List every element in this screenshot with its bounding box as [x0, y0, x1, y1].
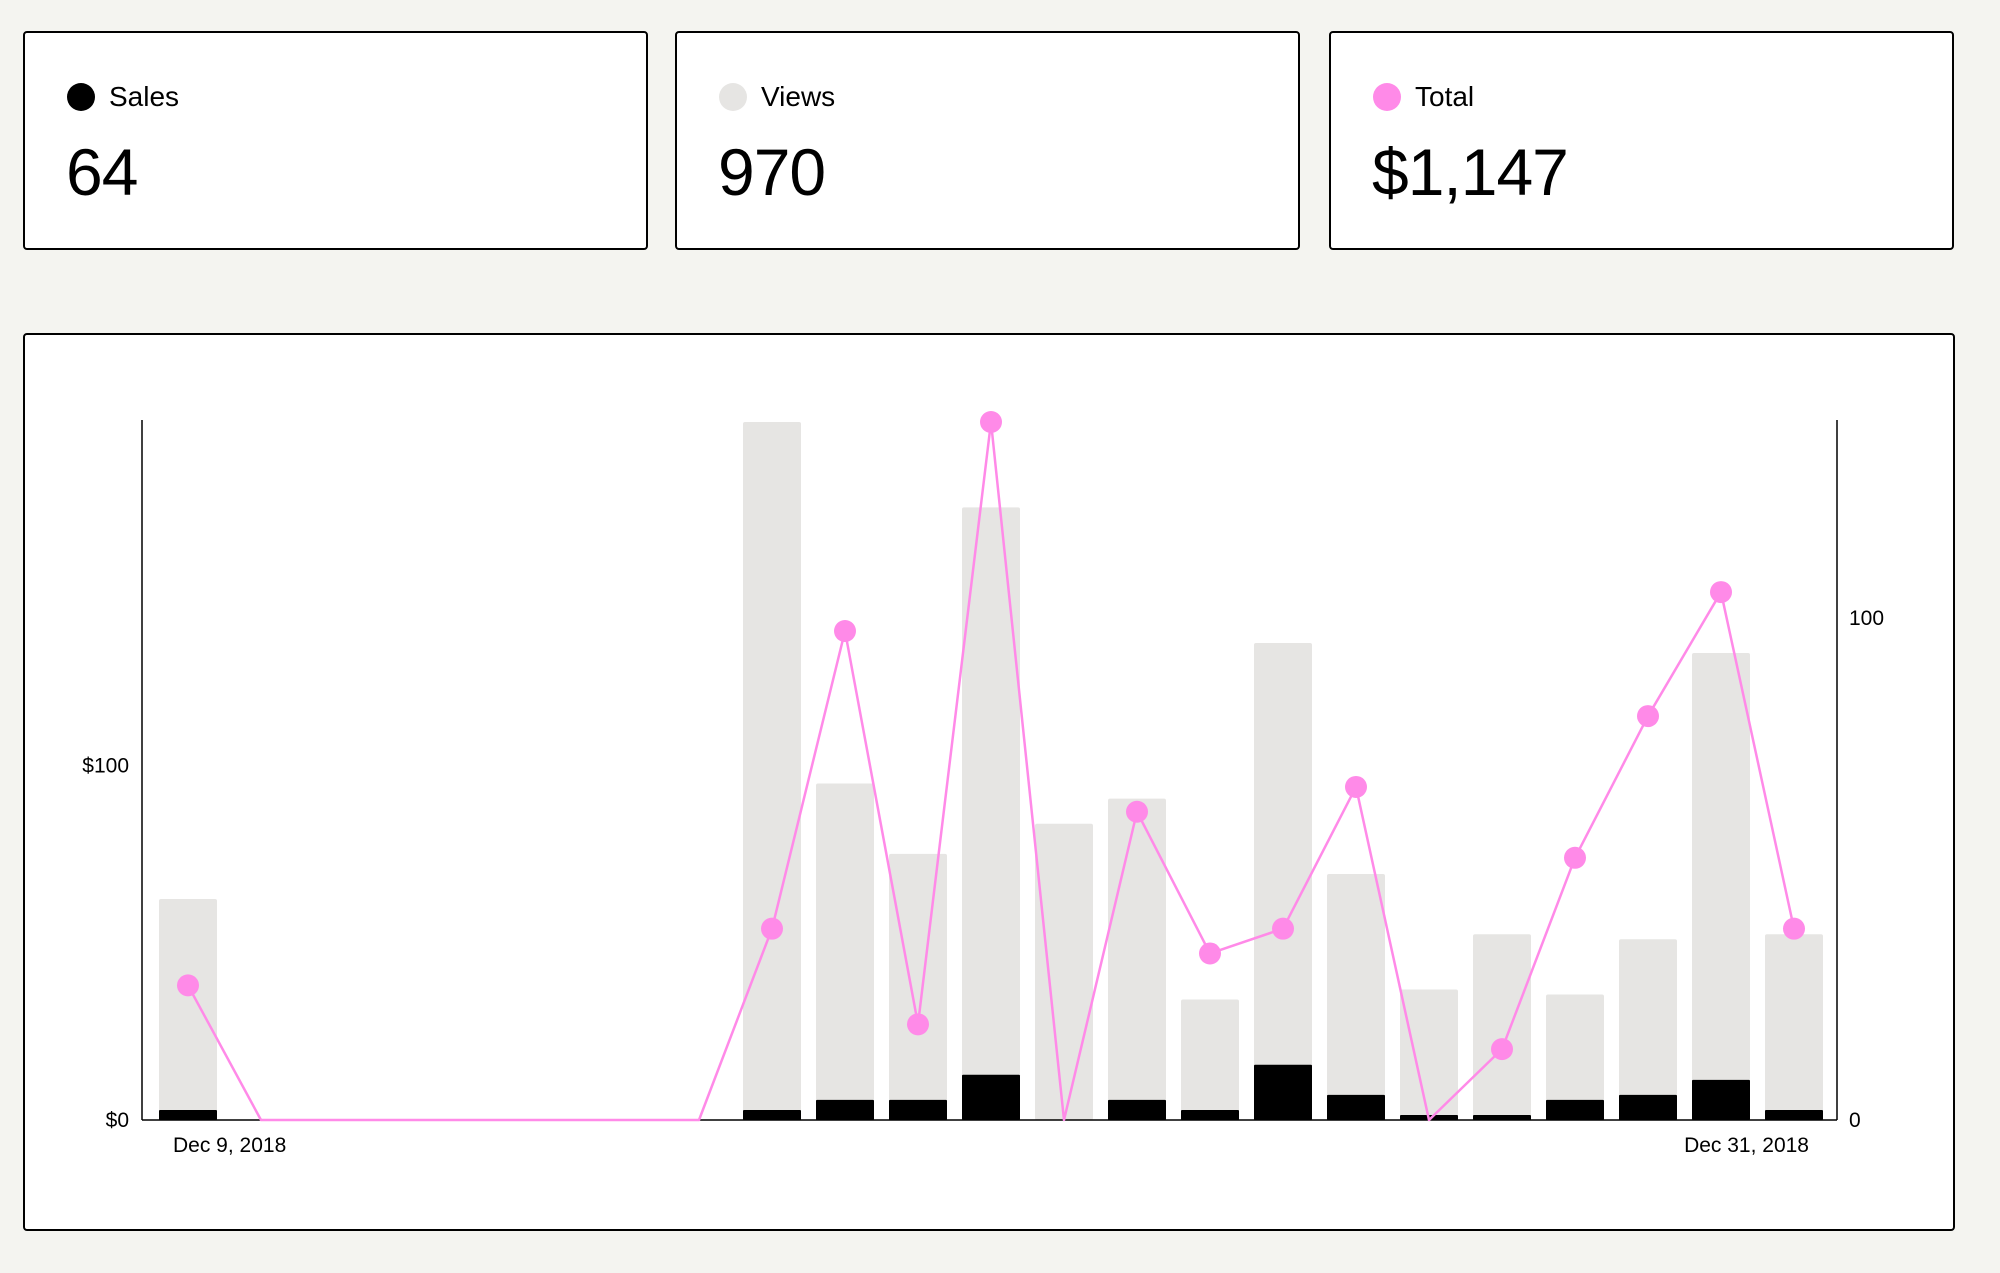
- total-point: [1272, 917, 1294, 940]
- left-tick-label: $0: [106, 1109, 129, 1132]
- sales-bar: [1254, 1064, 1312, 1120]
- x-tick-label: Dec 9, 2018: [173, 1134, 286, 1157]
- views-dot-icon: [719, 83, 747, 111]
- views-bar: [1692, 652, 1750, 1120]
- sales-bar: [1546, 1099, 1604, 1120]
- views-value: 970: [718, 135, 826, 209]
- views-bar: [1765, 934, 1823, 1120]
- total-point: [980, 411, 1002, 433]
- total-label: Total: [1373, 81, 1474, 113]
- total-point: [1126, 800, 1148, 823]
- right-tick-label: 0: [1849, 1109, 1861, 1132]
- sales-bar: [962, 1074, 1020, 1120]
- sales-bar: [1692, 1079, 1750, 1120]
- sales-dot-icon: [67, 83, 95, 111]
- total-point: [177, 974, 199, 997]
- total-card: Total $1,147: [1329, 31, 1954, 250]
- total-point: [761, 917, 783, 940]
- total-dot-icon: [1373, 83, 1401, 111]
- views-bar: [962, 507, 1020, 1120]
- views-bar: [1546, 994, 1604, 1120]
- right-tick-label: 100: [1849, 607, 1884, 630]
- sales-bar: [816, 1099, 874, 1120]
- total-point: [1564, 846, 1586, 869]
- total-point: [907, 1013, 929, 1036]
- total-point: [834, 620, 856, 643]
- views-label: Views: [719, 81, 835, 113]
- total-label-text: Total: [1415, 81, 1475, 112]
- sales-bar: [1473, 1114, 1531, 1120]
- sales-bar: [159, 1109, 217, 1120]
- total-point: [1491, 1038, 1513, 1061]
- sales-bar: [889, 1099, 947, 1120]
- total-point: [1710, 581, 1732, 604]
- total-point: [1345, 775, 1367, 798]
- chart-card: $0 $100 0 100 Dec 9, 2018 Dec 31, 2018: [23, 333, 1955, 1231]
- views-bar: [1254, 642, 1312, 1120]
- sales-bar: [1327, 1094, 1385, 1120]
- views-bar: [1035, 823, 1093, 1120]
- total-point: [1783, 917, 1805, 940]
- total-point: [1637, 705, 1659, 728]
- total-value: $1,147: [1372, 135, 1569, 209]
- views-bar: [1181, 999, 1239, 1120]
- sales-label-text: Sales: [109, 81, 180, 112]
- sales-bar: [743, 1109, 801, 1120]
- views-bar: [816, 783, 874, 1120]
- x-tick-label: Dec 31, 2018: [1684, 1134, 1809, 1157]
- views-bar: [1327, 873, 1385, 1120]
- views-bar: [743, 422, 801, 1120]
- views-bar: [1619, 939, 1677, 1120]
- views-card: Views 970: [675, 31, 1300, 250]
- left-tick-label: $100: [82, 755, 129, 778]
- sales-bar: [1765, 1109, 1823, 1120]
- views-bar: [1400, 989, 1458, 1120]
- sales-label: Sales: [67, 81, 179, 113]
- sales-views-chart: $0 $100 0 100 Dec 9, 2018 Dec 31, 2018: [82, 411, 1884, 1157]
- views-label-text: Views: [761, 81, 836, 112]
- total-point: [1199, 942, 1221, 965]
- sales-value: 64: [66, 135, 138, 209]
- views-bar: [159, 899, 217, 1120]
- sales-bar: [1619, 1094, 1677, 1120]
- views-bar: [889, 853, 947, 1120]
- sales-bar: [1108, 1099, 1166, 1120]
- views-bar: [1108, 798, 1166, 1120]
- sales-bar: [1181, 1109, 1239, 1120]
- sales-card: Sales 64: [23, 31, 648, 250]
- views-bar: [1473, 934, 1531, 1120]
